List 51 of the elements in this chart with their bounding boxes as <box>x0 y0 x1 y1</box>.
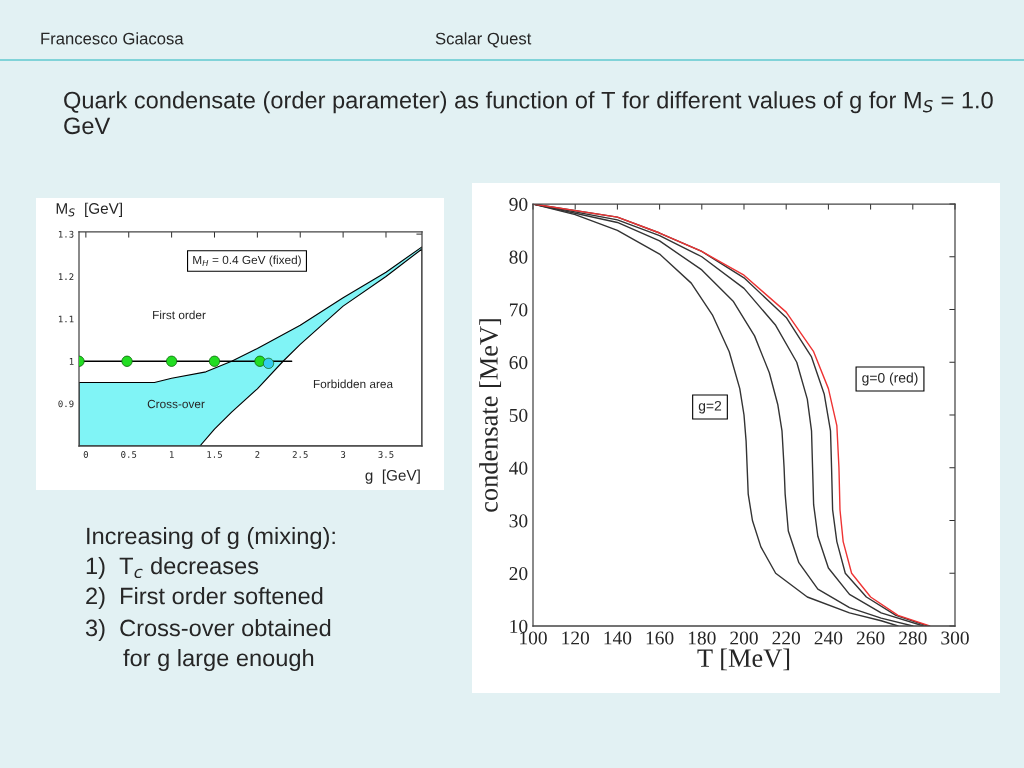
y-tick-label: 30 <box>509 514 528 528</box>
y-tick-label: 60 <box>509 356 528 370</box>
y-tick-label: 20 <box>509 567 528 581</box>
x-axis-title: T [MeV] <box>697 648 790 671</box>
x-tick-label: 300 <box>941 631 969 645</box>
y-tick-label: 0.9 <box>58 400 74 408</box>
text: for g large enough <box>123 648 314 671</box>
x-tick-label: 200 <box>730 631 758 645</box>
text: Increasing of g (mixing): <box>87 526 335 550</box>
annotation: M$_{H}$ = 0.4 GeV (fixed) <box>193 255 301 267</box>
y-tick-label: 1.2 <box>58 273 74 280</box>
x-tick-label: 240 <box>814 631 843 645</box>
annotation: g=0 (red) <box>862 372 918 386</box>
y-tick-label: 1.3 <box>58 230 74 238</box>
text: Scalar Quest <box>435 32 532 48</box>
y-axis-title: M$_{S}$ [GeV] <box>56 202 122 217</box>
x-tick-label: 0 <box>83 451 88 458</box>
y-tick-label: 1.1 <box>58 315 74 323</box>
x-tick-label: 260 <box>856 631 885 645</box>
x-tick-label: 3.5 <box>378 451 394 458</box>
y-tick-label: 10 <box>510 619 528 633</box>
x-tick-label: 1.5 <box>207 451 222 458</box>
y-tick-label: 90 <box>509 197 528 211</box>
x-tick-label: 100 <box>520 631 547 645</box>
y-tick-label: 50 <box>509 408 528 422</box>
y-tick-label: 40 <box>509 461 528 475</box>
x-tick-label: 2 <box>255 451 260 458</box>
x-tick-label: 3 <box>341 451 346 458</box>
text: Francesco Giacosa <box>41 32 184 45</box>
x-tick-label: 280 <box>899 631 927 645</box>
x-tick-label: 120 <box>562 631 590 645</box>
text: 3) Cross-over obtained <box>85 618 331 641</box>
x-tick-label: 220 <box>772 631 801 645</box>
y-tick-label: 1 <box>69 358 74 365</box>
text: 1) T$_{c}$ decreases <box>86 556 259 579</box>
y-tick-label: 80 <box>509 250 528 264</box>
x-tick-label: 0.5 <box>121 451 137 458</box>
x-tick-label: 160 <box>646 631 674 645</box>
x-tick-label: 140 <box>604 631 632 645</box>
x-axis-title: g [GeV] <box>365 469 420 484</box>
x-tick-label: 180 <box>688 631 716 645</box>
text: 2) First order softened <box>86 586 323 609</box>
y-tick-label: 70 <box>509 303 528 317</box>
x-tick-label: 2.5 <box>292 451 308 458</box>
annotation: Forbidden area <box>313 379 394 389</box>
annotation: First order <box>153 310 206 320</box>
annotation: g=2 <box>698 400 722 414</box>
x-tick-label: 1 <box>169 451 174 458</box>
chart-title: Quark condensate (order parameter) as function of T for different values of g for M$_{S}$ = 1.0 GeV <box>64 91 993 135</box>
annotation: Cross-over <box>147 399 205 409</box>
y-axis-title: condensate [MeV] <box>479 319 502 512</box>
